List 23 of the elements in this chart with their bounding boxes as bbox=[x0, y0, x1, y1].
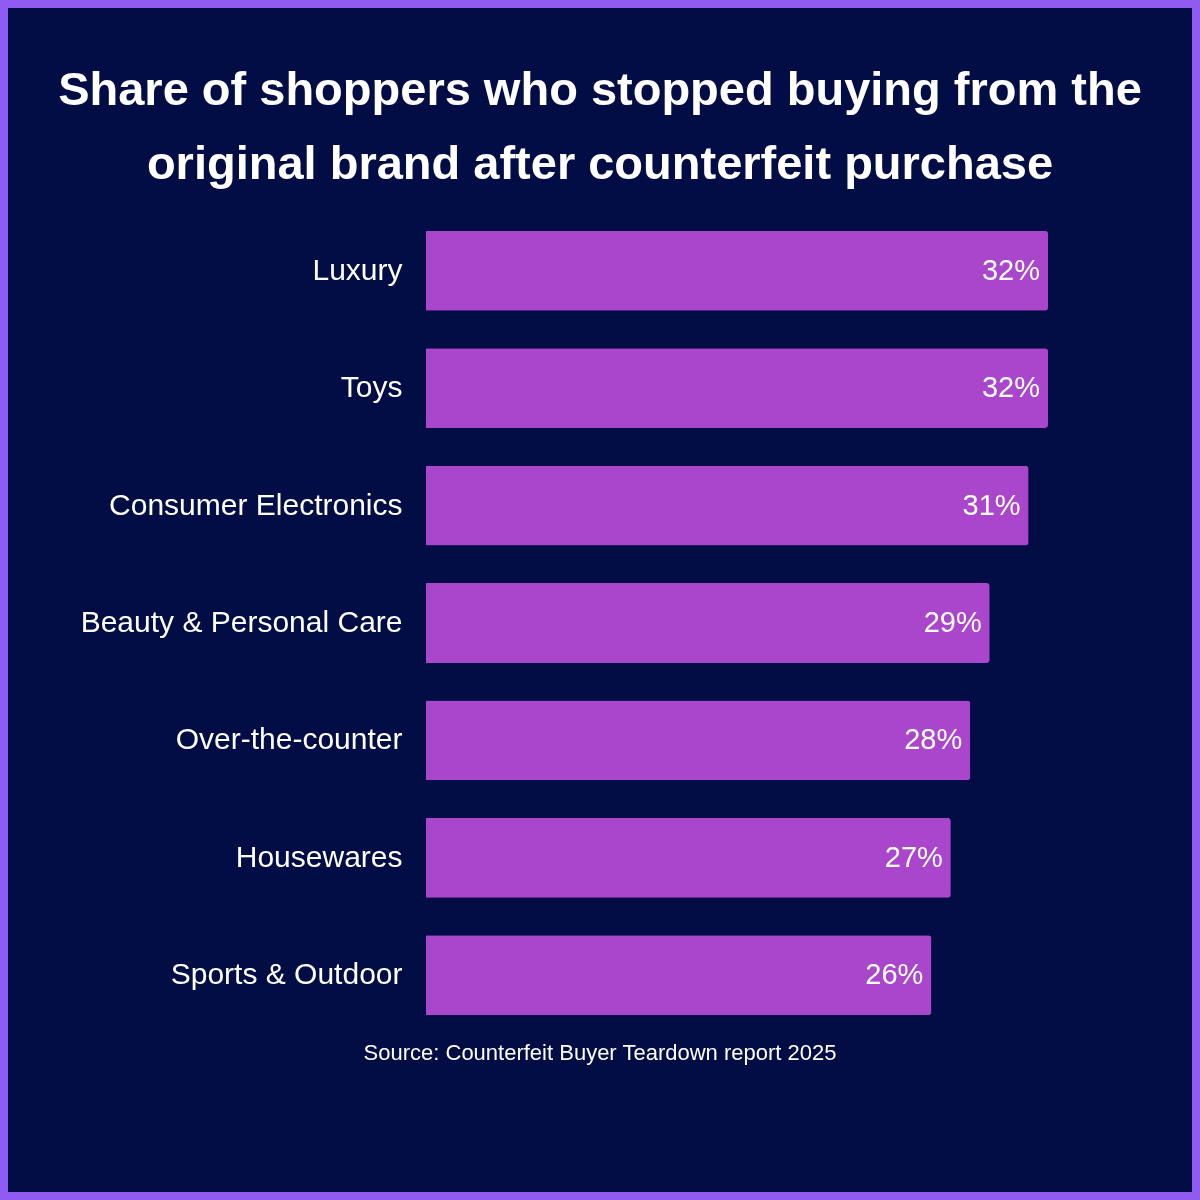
y-tick-label: Beauty & Personal Care bbox=[80, 605, 403, 638]
data-label: 29% bbox=[923, 606, 982, 638]
y-tick-label: Over-the-counter bbox=[175, 722, 403, 756]
bar bbox=[426, 817, 951, 898]
bar bbox=[426, 935, 932, 1016]
chart-title: Share of shoppers who stopped buying from the original brand after counterfeit purchase bbox=[57, 61, 1143, 191]
data-label: 26% bbox=[865, 958, 924, 991]
y-tick-label: Luxury bbox=[312, 252, 403, 286]
bar bbox=[426, 348, 1048, 429]
data-label: 27% bbox=[884, 840, 943, 873]
bar bbox=[426, 700, 971, 781]
y-tick-label: Housewares bbox=[235, 839, 403, 873]
data-label: 28% bbox=[904, 723, 963, 756]
bar bbox=[426, 583, 990, 663]
bar bbox=[426, 230, 1048, 311]
y-tick-label: Consumer Electronics bbox=[109, 487, 403, 521]
source-note: Source: Counterfeit Buyer Teardown report 2025 bbox=[362, 1040, 838, 1066]
data-label: 32% bbox=[981, 371, 1040, 404]
y-tick-label: Toys bbox=[340, 370, 403, 404]
bar bbox=[426, 465, 1029, 546]
y-tick-label: Sports & Outdoor bbox=[170, 957, 403, 991]
data-label: 32% bbox=[981, 253, 1040, 286]
data-label: 31% bbox=[962, 488, 1021, 521]
